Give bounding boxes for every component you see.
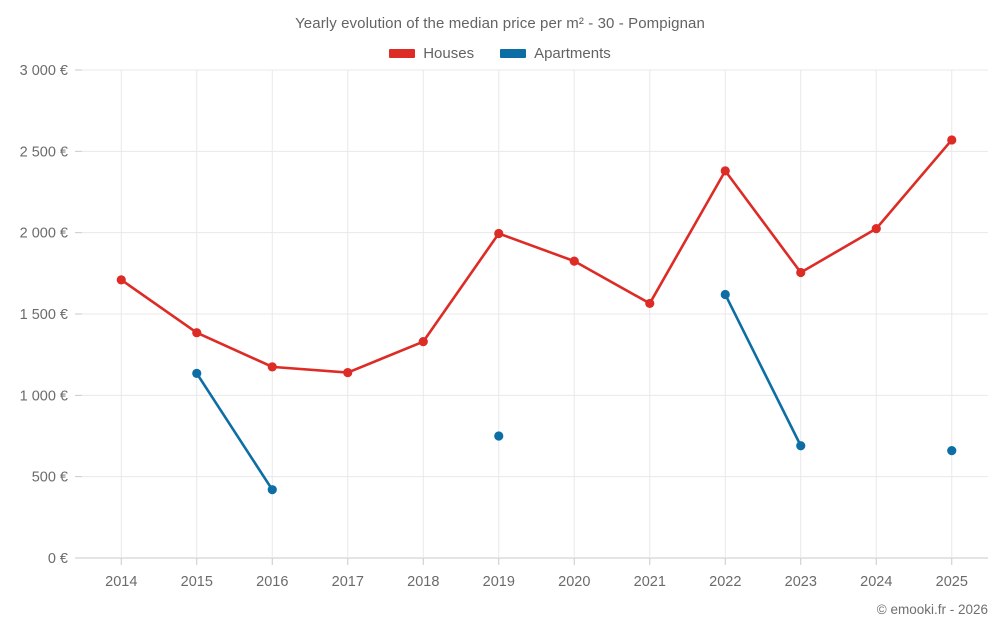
data-point-marker[interactable] — [116, 275, 126, 285]
y-axis-tick-labels: 0 € 500 € 1 000 € 1 500 € 2 000 € 2 500 € 3 00… — [20, 63, 68, 567]
chart-legend: Houses Apartments — [0, 45, 1000, 62]
y-axis-tick-label: 3 000 € — [20, 63, 68, 79]
data-point-marker[interactable] — [494, 431, 504, 441]
x-axis-tick-labels: 2014 2015 2016 2017 2018 2019 2020 2021 2022 2023… — [105, 574, 968, 590]
x-axis-tick-label: 2019 — [483, 574, 515, 590]
series-houses — [116, 135, 957, 378]
y-axis-tick-label: 1 500 € — [20, 307, 68, 323]
x-axis-tick-label: 2020 — [558, 574, 590, 590]
data-point-marker[interactable] — [947, 446, 957, 456]
legend-swatch-apartments-icon — [500, 49, 527, 58]
x-axis-tick-label: 2021 — [634, 574, 666, 590]
legend-label-apartments: Apartments — [534, 45, 611, 62]
data-point-marker[interactable] — [267, 362, 277, 372]
y-axis-tick-label: 2 000 € — [20, 226, 68, 242]
data-point-marker[interactable] — [871, 224, 881, 234]
data-point-marker[interactable] — [720, 289, 730, 300]
data-series-layer — [116, 135, 957, 495]
legend-label-houses: Houses — [423, 45, 475, 62]
data-point-marker[interactable] — [494, 228, 504, 239]
data-point-marker[interactable] — [192, 328, 202, 338]
legend-item-apartments[interactable]: Apartments — [500, 45, 611, 62]
data-point-marker[interactable] — [720, 166, 730, 176]
x-axis-tick-label: 2014 — [105, 574, 137, 590]
data-point-marker[interactable] — [418, 337, 428, 347]
axis-lines — [75, 69, 82, 559]
data-point-marker[interactable] — [343, 367, 353, 378]
data-point-marker[interactable] — [267, 485, 277, 495]
chart-title: Yearly evolution of the median price per… — [295, 15, 705, 32]
y-axis-tick-label: 0 € — [48, 551, 68, 567]
data-point-marker[interactable] — [192, 368, 202, 378]
y-axis-tick-label: 500 € — [32, 470, 68, 486]
series-apartments — [192, 289, 957, 495]
data-point-marker[interactable] — [796, 441, 806, 451]
data-point-marker[interactable] — [947, 135, 957, 145]
legend-item-houses[interactable]: Houses — [389, 45, 474, 62]
series-line — [195, 372, 274, 491]
copyright-credit: © emooki.fr - 2026 — [876, 602, 988, 617]
series-line — [119, 138, 954, 374]
x-axis-tick-label: 2016 — [256, 574, 288, 590]
grid-lines — [82, 69, 988, 565]
x-axis-tick-label: 2025 — [936, 574, 968, 590]
data-point-marker[interactable] — [645, 298, 655, 309]
data-point-marker[interactable] — [569, 256, 579, 266]
x-axis-tick-label: 2022 — [709, 574, 741, 590]
x-axis-tick-label: 2023 — [785, 574, 817, 590]
x-axis-tick-label: 2018 — [407, 574, 439, 590]
series-line — [723, 293, 803, 448]
legend-swatch-houses-icon — [389, 49, 416, 58]
y-axis-tick-label: 1 000 € — [20, 388, 68, 404]
data-point-marker[interactable] — [796, 267, 806, 278]
y-axis-tick-label: 2 500 € — [20, 144, 68, 160]
x-axis-tick-label: 2017 — [332, 574, 364, 590]
x-axis-tick-label: 2024 — [860, 574, 892, 590]
x-axis-tick-label: 2015 — [181, 574, 213, 590]
